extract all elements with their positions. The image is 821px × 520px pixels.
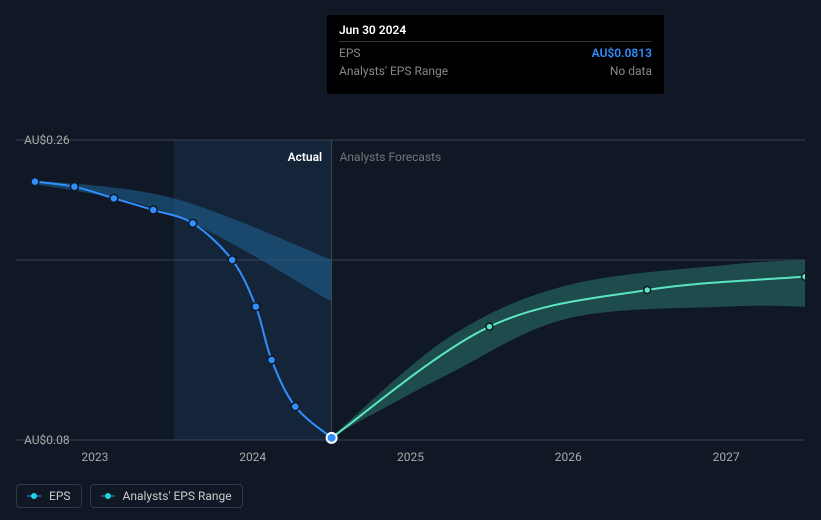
x-tick-label: 2024 [239, 450, 266, 464]
legend-label: EPS [49, 489, 71, 503]
x-tick-label: 2026 [555, 450, 582, 464]
section-label-forecast: Analysts Forecasts [340, 150, 442, 164]
x-tick-label: 2023 [81, 450, 108, 464]
tooltip-row: EPS AU$0.0813 [339, 42, 652, 60]
chart-wrapper: Jun 30 2024 EPSAU$0.0813Analysts' EPS Ra… [0, 0, 821, 520]
eps-chart[interactable]: AU$0.26AU$0.08 20232024202520262027 Actu… [16, 120, 805, 460]
legend-swatch-icon [27, 492, 41, 500]
legend-label: Analysts' EPS Range [123, 489, 232, 503]
tooltip-row-label: EPS [339, 46, 361, 60]
legend-swatch-icon [101, 492, 115, 500]
x-tick-label: 2025 [397, 450, 424, 464]
tooltip-row: Analysts' EPS Range No data [339, 60, 652, 78]
legend-item[interactable]: EPS [16, 484, 82, 508]
legend-item[interactable]: Analysts' EPS Range [90, 484, 243, 508]
tooltip-row-value: AU$0.0813 [592, 46, 652, 60]
legend: EPS Analysts' EPS Range [16, 484, 243, 508]
tooltip: Jun 30 2024 EPSAU$0.0813Analysts' EPS Ra… [327, 15, 664, 94]
tooltip-date: Jun 30 2024 [339, 23, 652, 42]
tooltip-row-value: No data [610, 64, 652, 78]
section-label-actual: Actual [288, 150, 323, 164]
y-tick-label: AU$0.08 [24, 433, 70, 447]
x-tick-label: 2027 [713, 450, 740, 464]
tooltip-row-label: Analysts' EPS Range [339, 64, 448, 78]
y-tick-label: AU$0.26 [24, 133, 70, 147]
